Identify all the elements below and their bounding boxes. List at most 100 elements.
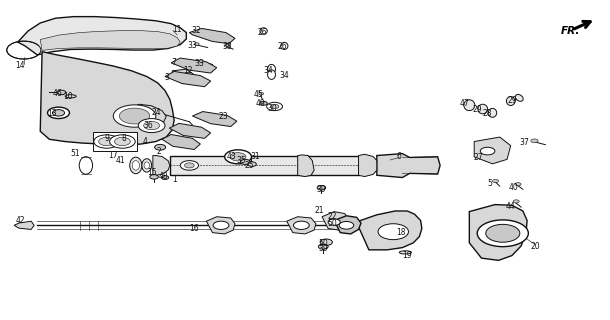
Circle shape bbox=[150, 175, 159, 179]
Ellipse shape bbox=[488, 108, 497, 117]
Polygon shape bbox=[474, 137, 511, 164]
Text: 27: 27 bbox=[473, 153, 483, 162]
Polygon shape bbox=[134, 104, 167, 123]
Text: 46: 46 bbox=[52, 89, 62, 98]
Circle shape bbox=[293, 221, 309, 229]
Text: 28: 28 bbox=[483, 109, 492, 118]
Polygon shape bbox=[165, 71, 210, 87]
Text: 39: 39 bbox=[318, 244, 328, 253]
Polygon shape bbox=[40, 31, 180, 50]
Text: 31: 31 bbox=[250, 152, 260, 161]
Text: 49: 49 bbox=[256, 100, 265, 108]
Polygon shape bbox=[153, 156, 170, 175]
Ellipse shape bbox=[506, 97, 515, 106]
Circle shape bbox=[378, 224, 409, 240]
Circle shape bbox=[52, 110, 65, 116]
Text: 4: 4 bbox=[143, 137, 148, 146]
Text: 29: 29 bbox=[507, 96, 517, 105]
Polygon shape bbox=[189, 28, 235, 44]
Ellipse shape bbox=[260, 28, 267, 34]
Text: FR.: FR. bbox=[561, 26, 580, 36]
Circle shape bbox=[318, 244, 328, 249]
Text: 40: 40 bbox=[508, 183, 518, 192]
Text: 17: 17 bbox=[108, 151, 118, 160]
Ellipse shape bbox=[464, 100, 475, 111]
Text: 16: 16 bbox=[190, 224, 199, 233]
Circle shape bbox=[162, 176, 169, 180]
Circle shape bbox=[115, 137, 131, 146]
Text: 43: 43 bbox=[226, 152, 236, 161]
Text: 37: 37 bbox=[519, 138, 529, 147]
Circle shape bbox=[224, 44, 230, 47]
Text: 25: 25 bbox=[244, 161, 254, 170]
Text: 33: 33 bbox=[194, 59, 204, 68]
Text: 11: 11 bbox=[173, 25, 182, 34]
Circle shape bbox=[259, 92, 264, 95]
Ellipse shape bbox=[400, 251, 412, 254]
Polygon shape bbox=[162, 134, 200, 149]
Circle shape bbox=[339, 221, 354, 229]
Circle shape bbox=[320, 239, 332, 245]
Text: 23: 23 bbox=[218, 113, 228, 122]
Text: 51: 51 bbox=[70, 149, 80, 158]
Circle shape bbox=[99, 137, 115, 146]
Text: 21: 21 bbox=[314, 206, 324, 215]
Text: 45: 45 bbox=[253, 90, 263, 99]
Circle shape bbox=[110, 135, 135, 148]
Text: 34: 34 bbox=[264, 66, 273, 75]
Text: 35: 35 bbox=[236, 156, 246, 165]
Circle shape bbox=[48, 107, 70, 119]
Bar bbox=[170, 156, 359, 175]
Text: 30: 30 bbox=[268, 104, 278, 113]
Circle shape bbox=[492, 180, 498, 183]
Text: 44: 44 bbox=[506, 202, 515, 211]
Circle shape bbox=[240, 159, 250, 164]
Text: 2: 2 bbox=[157, 147, 161, 156]
Text: 7: 7 bbox=[171, 58, 176, 67]
Circle shape bbox=[199, 60, 204, 62]
Circle shape bbox=[260, 101, 267, 105]
Ellipse shape bbox=[281, 43, 288, 50]
Circle shape bbox=[155, 144, 166, 150]
Circle shape bbox=[531, 139, 538, 143]
Text: 12: 12 bbox=[184, 66, 193, 75]
Text: 19: 19 bbox=[403, 251, 412, 260]
Polygon shape bbox=[171, 58, 217, 73]
Text: 50: 50 bbox=[318, 239, 328, 248]
Ellipse shape bbox=[268, 64, 276, 74]
Text: 33: 33 bbox=[187, 41, 197, 50]
Text: 14: 14 bbox=[15, 60, 25, 69]
Ellipse shape bbox=[515, 94, 523, 101]
Circle shape bbox=[477, 220, 528, 247]
Polygon shape bbox=[40, 52, 174, 145]
Text: 13: 13 bbox=[47, 109, 57, 118]
Text: 8: 8 bbox=[121, 134, 126, 143]
Circle shape bbox=[213, 221, 229, 229]
Circle shape bbox=[144, 122, 160, 130]
Text: 6: 6 bbox=[397, 152, 402, 161]
Text: 47: 47 bbox=[459, 99, 469, 108]
Text: 1: 1 bbox=[172, 175, 176, 184]
Text: 34: 34 bbox=[279, 71, 289, 80]
Text: 24: 24 bbox=[152, 108, 161, 117]
Text: 5: 5 bbox=[487, 180, 492, 188]
Circle shape bbox=[317, 186, 326, 190]
Ellipse shape bbox=[144, 162, 149, 169]
Text: 10: 10 bbox=[63, 92, 73, 101]
Text: 42: 42 bbox=[15, 216, 25, 225]
Polygon shape bbox=[377, 154, 440, 178]
Ellipse shape bbox=[142, 159, 152, 172]
Text: 3: 3 bbox=[165, 73, 170, 82]
Polygon shape bbox=[359, 154, 377, 177]
Text: 26: 26 bbox=[278, 42, 287, 52]
Ellipse shape bbox=[268, 70, 276, 79]
Circle shape bbox=[480, 147, 495, 155]
Circle shape bbox=[184, 163, 194, 168]
Circle shape bbox=[248, 162, 256, 166]
Text: 22: 22 bbox=[328, 212, 337, 221]
Text: 32: 32 bbox=[192, 26, 201, 35]
Circle shape bbox=[120, 108, 150, 124]
Polygon shape bbox=[298, 155, 314, 177]
Circle shape bbox=[194, 43, 199, 45]
Polygon shape bbox=[14, 221, 34, 229]
